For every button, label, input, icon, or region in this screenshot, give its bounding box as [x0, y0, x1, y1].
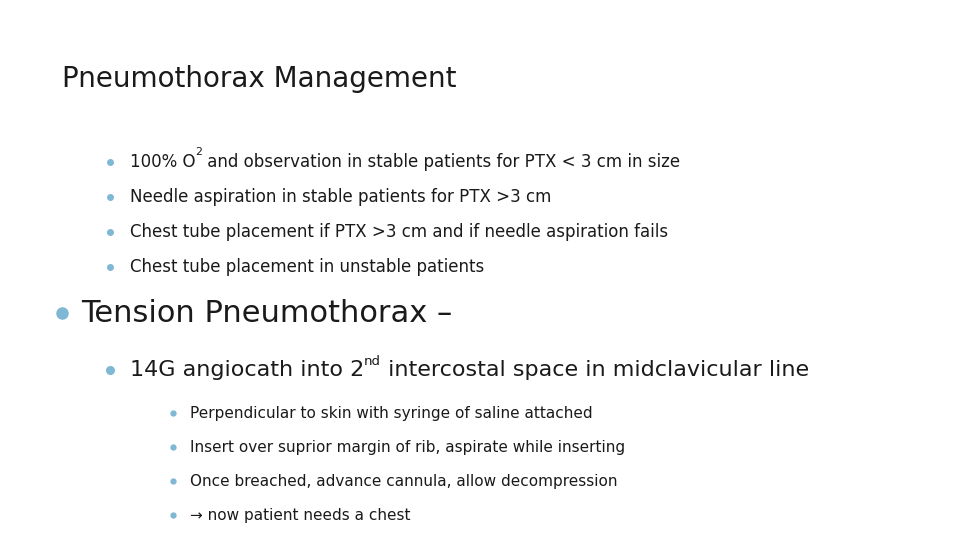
Text: 100% O: 100% O — [130, 153, 195, 171]
Text: 14G angiocath into 2: 14G angiocath into 2 — [130, 360, 364, 380]
Text: Perpendicular to skin with syringe of saline attached: Perpendicular to skin with syringe of sa… — [190, 406, 592, 421]
Text: → now patient needs a chest: → now patient needs a chest — [190, 508, 411, 523]
Text: Tension Pneumothorax –: Tension Pneumothorax – — [82, 299, 453, 328]
Text: Pneumothorax Management: Pneumothorax Management — [62, 65, 457, 93]
Text: Chest tube placement if PTX >3 cm and if needle aspiration fails: Chest tube placement if PTX >3 cm and if… — [130, 223, 668, 241]
Text: intercostal space in midclavicular line: intercostal space in midclavicular line — [381, 360, 809, 380]
Text: Chest tube placement in unstable patients: Chest tube placement in unstable patient… — [130, 258, 484, 276]
Text: Needle aspiration in stable patients for PTX >3 cm: Needle aspiration in stable patients for… — [130, 188, 551, 206]
Text: Once breached, advance cannula, allow decompression: Once breached, advance cannula, allow de… — [190, 474, 617, 489]
Text: Insert over suprior margin of rib, aspirate while inserting: Insert over suprior margin of rib, aspir… — [190, 440, 625, 455]
Text: and observation in stable patients for PTX < 3 cm in size: and observation in stable patients for P… — [202, 153, 680, 171]
Text: nd: nd — [364, 355, 381, 368]
Text: 2: 2 — [195, 147, 202, 157]
